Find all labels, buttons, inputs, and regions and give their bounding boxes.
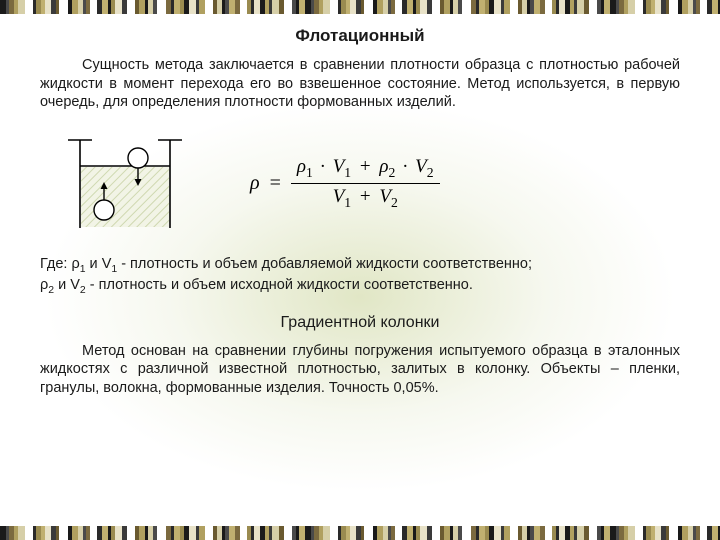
- title-gradient: Градиентной колонки: [40, 314, 680, 332]
- paragraph-gradient: Метод основан на сравнении глубины погру…: [40, 342, 680, 398]
- formula-lhs: ρ: [250, 172, 260, 195]
- flotation-diagram: [40, 128, 210, 238]
- paragraph-flotation: Сущность метода заключается в сравнении …: [40, 56, 680, 112]
- barcode-top: [0, 0, 720, 14]
- formula-fraction: ρ1 · V1 + ρ2 · V2 V1 + V2: [291, 156, 440, 210]
- where-block: Где: ρ1 и V1 - плотность и объем добавля…: [40, 255, 680, 298]
- barcode-bottom: [0, 526, 720, 540]
- title-flotation: Флотационный: [40, 26, 680, 46]
- slide: Флотационный Сущность метода заключается…: [0, 0, 720, 540]
- formula-numerator: ρ1 · V1 + ρ2 · V2: [291, 156, 440, 184]
- density-formula: ρ = ρ1 · V1 + ρ2 · V2 V1 + V2: [250, 156, 680, 210]
- diagram-formula-row: ρ = ρ1 · V1 + ρ2 · V2 V1 + V2: [40, 126, 680, 241]
- paragraph-gradient-text: Метод основан на сравнении глубины погру…: [40, 343, 680, 396]
- slide-content: Флотационный Сущность метода заключается…: [40, 22, 680, 518]
- paragraph-flotation-text: Сущность метода заключается в сравнении …: [40, 57, 680, 110]
- formula-eq: =: [270, 172, 281, 195]
- formula-denominator: V1 + V2: [327, 184, 404, 211]
